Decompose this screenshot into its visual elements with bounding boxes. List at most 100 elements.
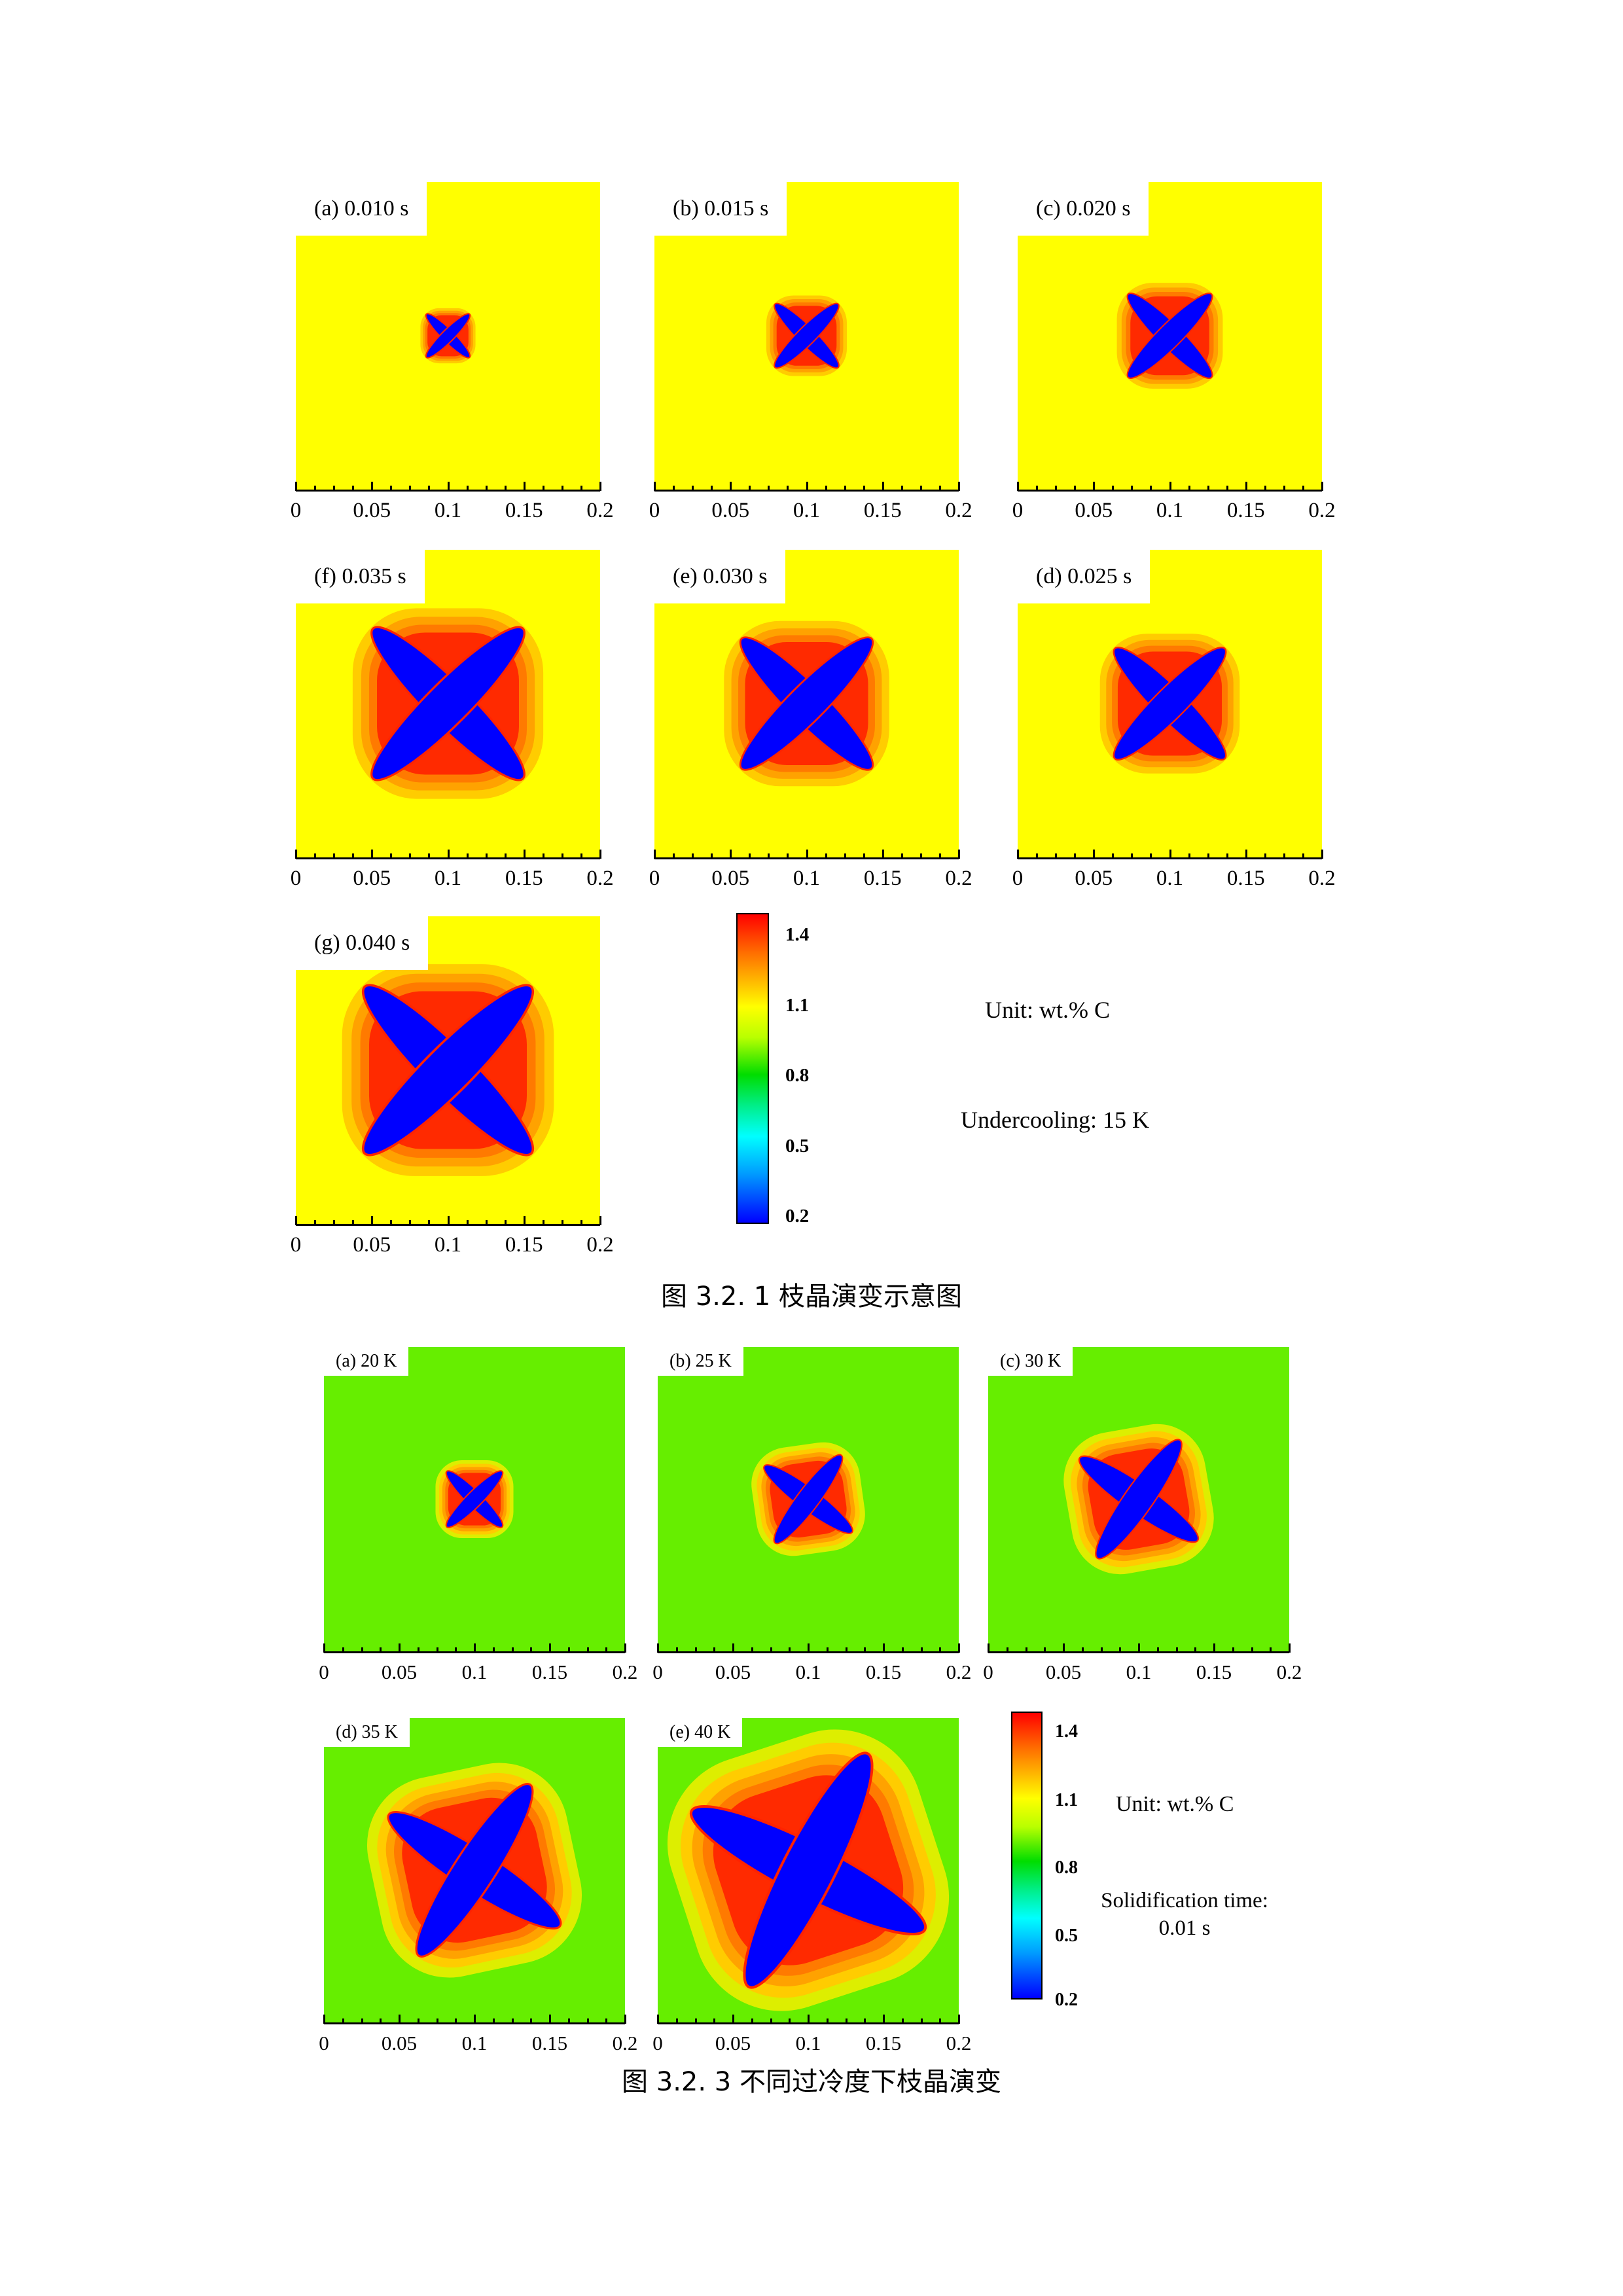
x-minor-tick xyxy=(409,486,412,491)
x-minor-tick xyxy=(1036,486,1039,491)
x-tick xyxy=(399,2015,401,2024)
x-tick-label: 0.2 xyxy=(1308,867,1336,890)
x-minor-tick xyxy=(787,853,789,859)
x-tick xyxy=(806,482,808,491)
x-tick-label: 0.2 xyxy=(612,2032,638,2054)
figure-1-colorbar xyxy=(736,913,769,1224)
x-minor-tick xyxy=(580,853,582,859)
x-tick xyxy=(806,850,808,859)
x-tick xyxy=(371,850,374,859)
unit-note: Unit: wt.% C xyxy=(985,997,1111,1023)
dendrite-solid xyxy=(774,302,840,369)
x-minor-tick xyxy=(845,1647,847,1653)
x-tick xyxy=(882,482,884,491)
x-minor-tick xyxy=(455,2018,457,2024)
x-minor-tick xyxy=(511,1647,514,1653)
x-tick-label: 0.15 xyxy=(865,2032,902,2054)
dendrite-solid xyxy=(361,984,535,1157)
x-tick-label: 0 xyxy=(652,1660,663,1683)
x-minor-tick xyxy=(711,486,713,491)
x-minor-tick xyxy=(845,2018,847,2024)
x-tick-label: 0 xyxy=(290,867,302,890)
x-minor-tick xyxy=(1207,853,1209,859)
colorbar-label: 1.1 xyxy=(1055,1790,1078,1810)
x-tick xyxy=(624,2015,626,2024)
x-tick xyxy=(1093,850,1096,859)
x-minor-tick xyxy=(605,2018,608,2024)
x-minor-tick xyxy=(485,1220,488,1225)
x-minor-tick xyxy=(1131,853,1133,859)
x-tick-label: 0.2 xyxy=(612,1660,638,1683)
dendrite-panel: (b) 0.015 s 0 0.05 0.1 0.15 0.2 xyxy=(649,182,985,535)
x-minor-tick xyxy=(692,486,694,491)
x-tick-label: 0.15 xyxy=(863,499,902,522)
x-minor-tick xyxy=(1036,853,1039,859)
x-minor-tick xyxy=(901,2018,904,2024)
x-minor-tick xyxy=(825,486,827,491)
x-tick-label: 0.1 xyxy=(793,867,821,890)
x-tick xyxy=(474,2015,476,2024)
x-minor-tick xyxy=(749,853,751,859)
x-tick xyxy=(1321,850,1323,859)
dendrite-solid xyxy=(1078,1439,1200,1560)
x-minor-tick xyxy=(485,853,488,859)
dendrite-panel: (e) 0.030 s 0 0.05 0.1 0.15 0.2 xyxy=(649,550,985,903)
x-minor-tick xyxy=(844,853,846,859)
x-tick-label: 0 xyxy=(1012,499,1024,522)
x-minor-tick xyxy=(417,2018,419,2024)
x-minor-tick xyxy=(561,486,563,491)
x-minor-tick xyxy=(1283,853,1285,859)
x-tick xyxy=(1093,482,1096,491)
x-tick xyxy=(599,482,601,491)
x-tick-label: 0.15 xyxy=(531,2032,568,2054)
x-minor-tick xyxy=(466,853,469,859)
x-tick-label: 0.05 xyxy=(1075,867,1113,890)
x-tick xyxy=(549,1643,551,1653)
x-tick xyxy=(1017,482,1019,491)
x-minor-tick xyxy=(1044,1647,1046,1653)
x-minor-tick xyxy=(768,486,770,491)
x-tick-label: 0.05 xyxy=(715,1660,751,1683)
x-tick xyxy=(883,2015,885,2024)
x-minor-tick xyxy=(713,1647,716,1653)
x-minor-tick xyxy=(749,486,751,491)
x-minor-tick xyxy=(826,1647,829,1653)
x-minor-tick xyxy=(1207,486,1209,491)
x-minor-tick xyxy=(314,486,317,491)
x-minor-tick xyxy=(673,486,675,491)
x-minor-tick xyxy=(1112,486,1115,491)
dendrite-solid xyxy=(739,636,874,771)
x-minor-tick xyxy=(1226,486,1228,491)
x-tick-label: 0 xyxy=(649,867,660,890)
x-minor-tick xyxy=(675,1647,678,1653)
x-tick xyxy=(295,1216,297,1225)
x-tick-label: 0.2 xyxy=(945,499,972,522)
dendrite-panel: (e) 40 K 0 0.05 0.1 0.15 0.2 xyxy=(652,1718,985,2068)
x-minor-tick xyxy=(333,1220,336,1225)
dendrite-solid xyxy=(763,1454,853,1545)
x-tick xyxy=(1321,482,1323,491)
x-minor-tick xyxy=(1175,1647,1178,1653)
x-minor-tick xyxy=(542,486,544,491)
figure-2-caption: 图 3.2. 3 不同过冷度下枝晶演变 xyxy=(622,2067,1001,2097)
x-minor-tick xyxy=(333,486,336,491)
figure-2-colorbar xyxy=(1011,1712,1043,2000)
x-tick-label: 0.1 xyxy=(795,1660,821,1683)
x-tick xyxy=(523,850,526,859)
x-minor-tick xyxy=(390,486,393,491)
x-tick xyxy=(808,2015,810,2024)
x-minor-tick xyxy=(580,1220,582,1225)
x-tick-label: 0 xyxy=(652,2032,663,2054)
x-minor-tick xyxy=(580,486,582,491)
x-tick xyxy=(323,1643,325,1653)
dendrite-solid xyxy=(425,313,471,359)
colorbar-label: 0.8 xyxy=(785,1065,810,1086)
x-tick-label: 0.15 xyxy=(863,867,902,890)
dendrite-panel: (d) 35 K 0 0.05 0.1 0.15 0.2 xyxy=(319,1718,651,2068)
x-tick xyxy=(882,850,884,859)
x-minor-tick xyxy=(711,853,713,859)
x-tick xyxy=(958,850,960,859)
x-minor-tick xyxy=(542,853,544,859)
x-minor-tick xyxy=(673,853,675,859)
x-tick-label: 0.05 xyxy=(353,867,391,890)
